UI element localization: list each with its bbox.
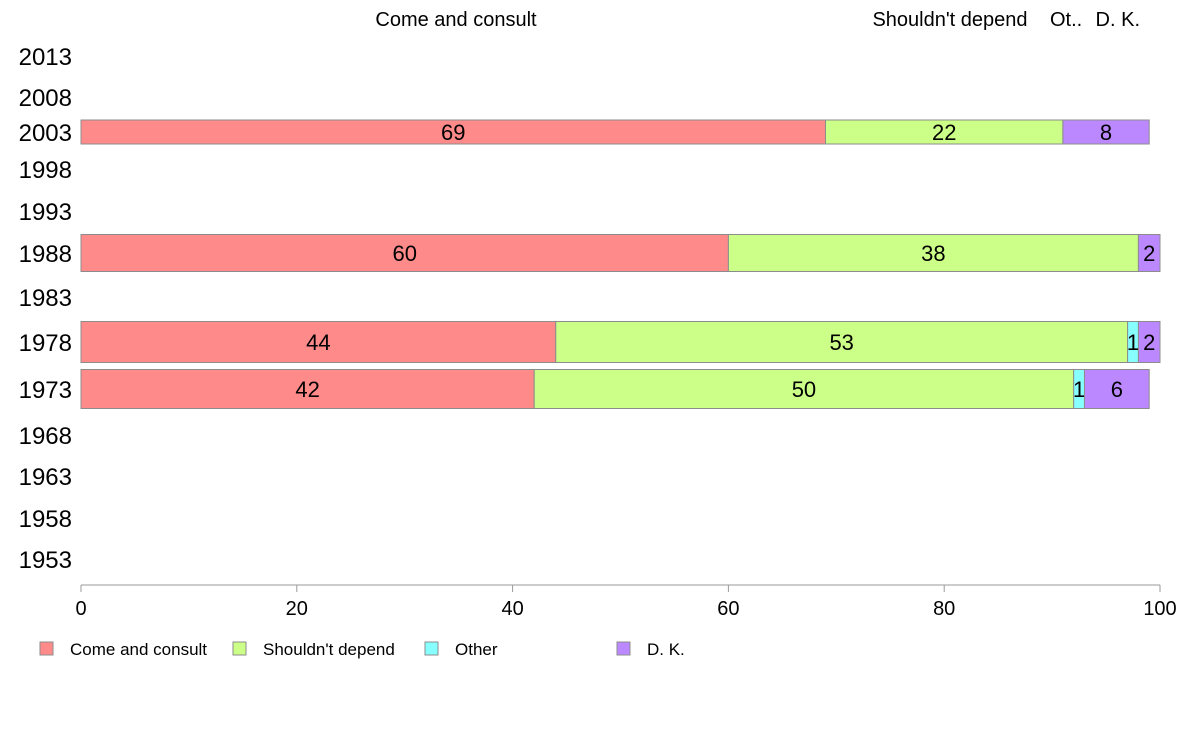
x-tick-label: 40 (501, 598, 523, 620)
data-label: 8 (1100, 120, 1112, 145)
data-label: 44 (306, 330, 330, 355)
data-label: 53 (829, 330, 853, 355)
legend: Come and consult Shouldn't depend Other D. … (39, 640, 685, 659)
y-tick-label: 1968 (19, 423, 72, 450)
legend-swatch (424, 641, 439, 656)
bar-segment (727, 234, 1139, 272)
data-label: 38 (921, 241, 945, 266)
y-tick-label: 2008 (19, 85, 72, 112)
y-tick-label: 2013 (19, 44, 72, 71)
legend-swatch (616, 641, 631, 656)
top-label: Shouldn't depend (872, 9, 1027, 31)
legend-swatch (39, 641, 54, 656)
legend-label: Other (455, 640, 498, 659)
top-label: Come and consult (375, 9, 537, 31)
y-tick-label: 1993 (19, 199, 72, 226)
y-tick-label: 1998 (19, 157, 72, 184)
legend-label: Shouldn't depend (263, 640, 395, 659)
data-label: 2 (1143, 330, 1155, 355)
data-label: 60 (392, 241, 416, 266)
x-tick-label: 0 (75, 598, 86, 620)
y-tick-label: 1988 (19, 241, 72, 268)
bar-segment (555, 321, 1129, 363)
legend-label: D. K. (647, 640, 685, 659)
x-tick-label: 20 (286, 598, 308, 620)
bar-segment (80, 119, 827, 145)
data-label: 6 (1111, 377, 1123, 402)
bar-segment (1062, 119, 1150, 145)
bar-segment (80, 321, 557, 363)
y-tick-label: 1978 (19, 330, 72, 357)
y-tick-label: 1958 (19, 506, 72, 533)
top-label: D. K. (1096, 9, 1140, 31)
y-tick-label: 1983 (19, 285, 72, 312)
data-label: 1 (1127, 330, 1139, 355)
data-label: 1 (1073, 377, 1085, 402)
top-labels: Come and consult Shouldn't depend Ot.. D. K… (375, 9, 1140, 31)
legend-swatch (232, 641, 247, 656)
y-tick-label: 1973 (19, 377, 72, 404)
x-tick-label: 60 (717, 598, 739, 620)
bar-segment (80, 234, 729, 272)
bar-segment (1083, 369, 1150, 409)
x-tick-label: 80 (933, 598, 955, 620)
x-tick-label: 100 (1143, 598, 1176, 620)
legend-label: Come and consult (70, 640, 207, 659)
data-label: 22 (932, 120, 956, 145)
data-label: 42 (295, 377, 319, 402)
data-label: 69 (441, 120, 465, 145)
bar-segment (1137, 321, 1161, 363)
bars: 69 22 860 38 244 53 1 242 50 1 6 (80, 119, 1161, 409)
x-axis: 0 20 40 60 80 100 (75, 584, 1177, 620)
y-tick-label: 2003 (19, 120, 72, 147)
y-axis-labels: 2013 2008 2003 1998 1993 1988 1983 1978 1973 1968… (19, 44, 72, 574)
bar-segment (825, 119, 1064, 145)
y-tick-label: 1963 (19, 464, 72, 491)
y-tick-label: 1953 (19, 547, 72, 574)
data-label: 2 (1143, 241, 1155, 266)
bar-segment (80, 369, 535, 409)
top-label: Ot.. (1050, 9, 1082, 31)
data-label: 50 (792, 377, 816, 402)
bar-segment (1137, 234, 1161, 272)
